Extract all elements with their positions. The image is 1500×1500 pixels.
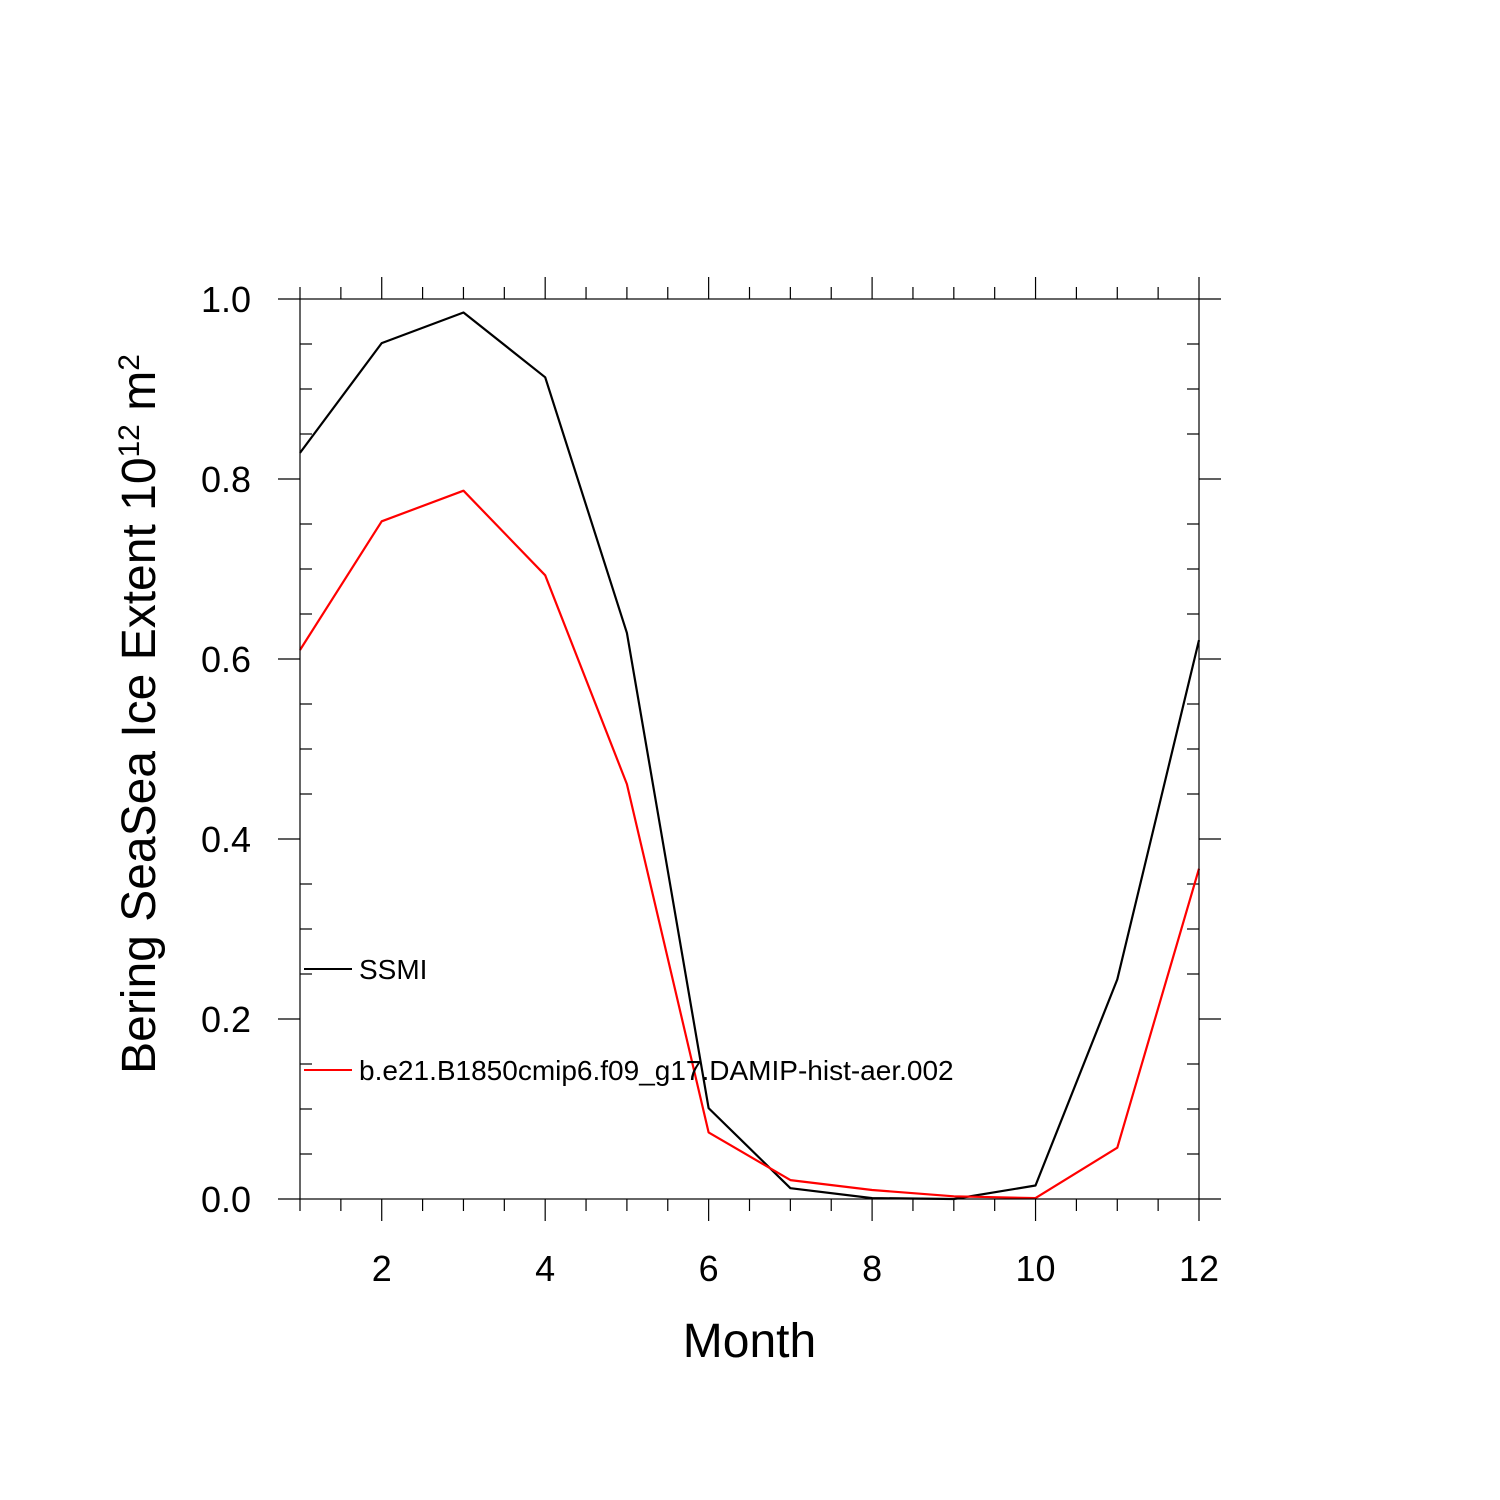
axis-ticks <box>278 277 1221 1221</box>
y-tick-label: 0.4 <box>201 819 251 860</box>
y-axis-title-exp1: 12 <box>113 424 146 457</box>
legend: SSMI b.e21.B1850cmip6.f09_g17.DAMIP-hist… <box>304 954 954 1086</box>
series-line-1 <box>299 489 1201 1200</box>
y-axis-title: Bering SeaSea Ice Extent 1012 m2 <box>113 354 167 1074</box>
y-tick-label: 0.6 <box>201 639 251 680</box>
y-tick-label: 0.0 <box>201 1179 251 1220</box>
y-tick-label: 0.8 <box>201 459 251 500</box>
x-tick-label: 4 <box>535 1248 555 1289</box>
x-tick-label: 8 <box>862 1248 882 1289</box>
x-axis-title: Month <box>683 1315 816 1368</box>
series-lines <box>299 311 1201 1201</box>
y-tick-label: 0.2 <box>201 999 251 1040</box>
x-tick-label: 6 <box>699 1248 719 1289</box>
tick-labels: 2 4 6 8 10 12 0.0 0.2 0.4 0.6 0.8 1.0 <box>201 279 1219 1289</box>
y-tick-label: 1.0 <box>201 279 251 320</box>
x-tick-label: 12 <box>1179 1248 1219 1289</box>
legend-label-ssmi: SSMI <box>359 954 427 985</box>
legend-label-model: b.e21.B1850cmip6.f09_g17.DAMIP-hist-aer.… <box>359 1055 954 1086</box>
series-line-0 <box>299 311 1201 1201</box>
y-axis-title-main: Bering SeaSea Ice Extent 10 <box>113 457 166 1073</box>
y-axis-title-unit: m <box>113 371 166 424</box>
y-axis-title-exp2: 2 <box>113 354 146 371</box>
x-tick-label: 10 <box>1016 1248 1056 1289</box>
plot-frame <box>299 298 1200 1200</box>
x-tick-label: 2 <box>372 1248 392 1289</box>
